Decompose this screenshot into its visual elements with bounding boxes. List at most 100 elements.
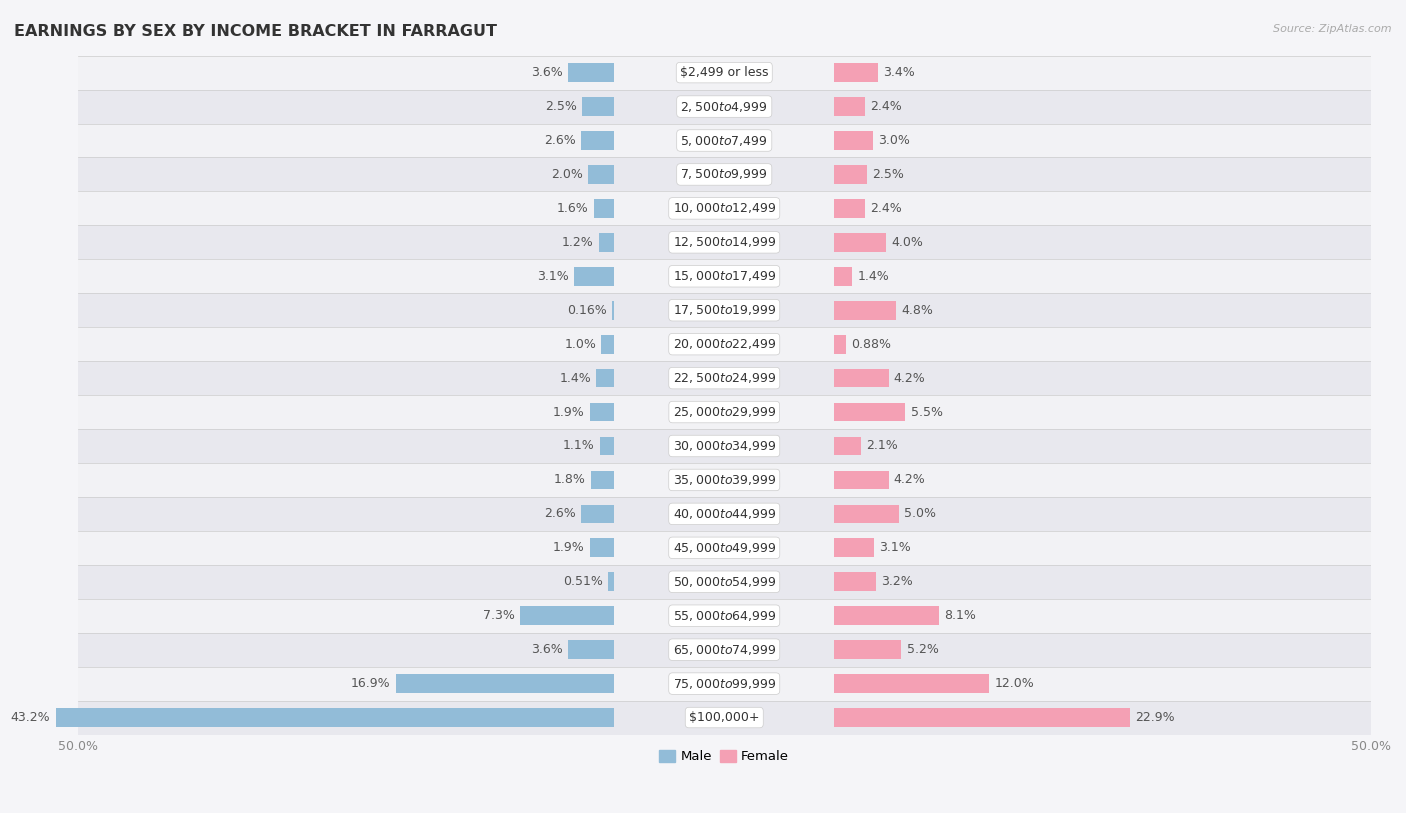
Bar: [395, 674, 614, 693]
Text: $2,500 to $4,999: $2,500 to $4,999: [681, 99, 768, 114]
Bar: [589, 538, 614, 557]
Text: $22,500 to $24,999: $22,500 to $24,999: [672, 371, 776, 385]
Text: $30,000 to $34,999: $30,000 to $34,999: [672, 439, 776, 453]
Text: 0.16%: 0.16%: [567, 304, 607, 317]
Bar: [77, 701, 1371, 734]
Bar: [612, 301, 614, 320]
Bar: [77, 429, 1371, 463]
Text: 1.8%: 1.8%: [554, 473, 586, 486]
Text: 2.6%: 2.6%: [544, 134, 575, 147]
Text: $45,000 to $49,999: $45,000 to $49,999: [672, 541, 776, 554]
Bar: [834, 471, 889, 489]
Bar: [77, 361, 1371, 395]
Text: $7,500 to $9,999: $7,500 to $9,999: [681, 167, 768, 181]
Bar: [599, 233, 614, 252]
Text: 1.2%: 1.2%: [562, 236, 593, 249]
Bar: [834, 402, 905, 421]
Text: 7.3%: 7.3%: [482, 609, 515, 622]
Text: 1.9%: 1.9%: [553, 406, 585, 419]
Bar: [834, 538, 875, 557]
Bar: [834, 641, 901, 659]
Bar: [834, 165, 866, 184]
Bar: [77, 531, 1371, 565]
Text: $65,000 to $74,999: $65,000 to $74,999: [672, 642, 776, 657]
Text: 2.1%: 2.1%: [866, 440, 898, 453]
Text: 2.5%: 2.5%: [546, 100, 576, 113]
Text: 5.0%: 5.0%: [904, 507, 936, 520]
Bar: [834, 708, 1130, 727]
Text: 3.2%: 3.2%: [880, 576, 912, 589]
Text: $20,000 to $22,499: $20,000 to $22,499: [672, 337, 776, 351]
Text: 16.9%: 16.9%: [352, 677, 391, 690]
Bar: [834, 63, 879, 82]
Bar: [834, 674, 990, 693]
Bar: [591, 471, 614, 489]
Text: 1.4%: 1.4%: [858, 270, 889, 283]
Bar: [834, 369, 889, 388]
Bar: [568, 641, 614, 659]
Text: $35,000 to $39,999: $35,000 to $39,999: [672, 473, 776, 487]
Bar: [600, 437, 614, 455]
Bar: [834, 131, 873, 150]
Text: 5.5%: 5.5%: [911, 406, 942, 419]
Bar: [77, 55, 1371, 89]
Bar: [589, 402, 614, 421]
Text: 4.8%: 4.8%: [901, 304, 934, 317]
Bar: [582, 98, 614, 116]
Text: 2.5%: 2.5%: [872, 168, 904, 181]
Bar: [77, 565, 1371, 598]
Text: $5,000 to $7,499: $5,000 to $7,499: [681, 133, 768, 147]
Text: 8.1%: 8.1%: [945, 609, 976, 622]
Bar: [593, 199, 614, 218]
Text: 2.4%: 2.4%: [870, 100, 903, 113]
Text: $50,000 to $54,999: $50,000 to $54,999: [672, 575, 776, 589]
Text: 4.2%: 4.2%: [894, 372, 925, 385]
Bar: [77, 395, 1371, 429]
Bar: [834, 606, 939, 625]
Text: 5.2%: 5.2%: [907, 643, 939, 656]
Text: $55,000 to $64,999: $55,000 to $64,999: [672, 609, 776, 623]
Text: 2.0%: 2.0%: [551, 168, 583, 181]
Legend: Male, Female: Male, Female: [654, 745, 794, 768]
Bar: [77, 225, 1371, 259]
Bar: [581, 505, 614, 524]
Text: 43.2%: 43.2%: [11, 711, 51, 724]
Bar: [568, 63, 614, 82]
Bar: [834, 98, 865, 116]
Bar: [77, 124, 1371, 158]
Bar: [834, 199, 865, 218]
Bar: [581, 131, 614, 150]
Text: $2,499 or less: $2,499 or less: [681, 66, 769, 79]
Text: 4.2%: 4.2%: [894, 473, 925, 486]
Text: $25,000 to $29,999: $25,000 to $29,999: [672, 405, 776, 419]
Text: $15,000 to $17,499: $15,000 to $17,499: [672, 269, 776, 283]
Bar: [834, 233, 886, 252]
Text: 3.6%: 3.6%: [531, 643, 562, 656]
Text: 22.9%: 22.9%: [1136, 711, 1175, 724]
Bar: [77, 633, 1371, 667]
Text: $75,000 to $99,999: $75,000 to $99,999: [672, 676, 776, 690]
Bar: [834, 437, 862, 455]
Text: 2.4%: 2.4%: [870, 202, 903, 215]
Bar: [77, 497, 1371, 531]
Bar: [77, 293, 1371, 327]
Bar: [55, 708, 614, 727]
Bar: [520, 606, 614, 625]
Bar: [77, 158, 1371, 191]
Text: 3.4%: 3.4%: [883, 66, 915, 79]
Text: 12.0%: 12.0%: [994, 677, 1035, 690]
Text: 1.6%: 1.6%: [557, 202, 589, 215]
Bar: [834, 267, 852, 285]
Text: 2.6%: 2.6%: [544, 507, 575, 520]
Bar: [77, 667, 1371, 701]
Bar: [834, 572, 876, 591]
Text: $100,000+: $100,000+: [689, 711, 759, 724]
Bar: [607, 572, 614, 591]
Text: 4.0%: 4.0%: [891, 236, 922, 249]
Bar: [834, 335, 845, 354]
Bar: [77, 89, 1371, 124]
Bar: [574, 267, 614, 285]
Bar: [77, 598, 1371, 633]
Text: Source: ZipAtlas.com: Source: ZipAtlas.com: [1274, 24, 1392, 34]
Bar: [834, 505, 898, 524]
